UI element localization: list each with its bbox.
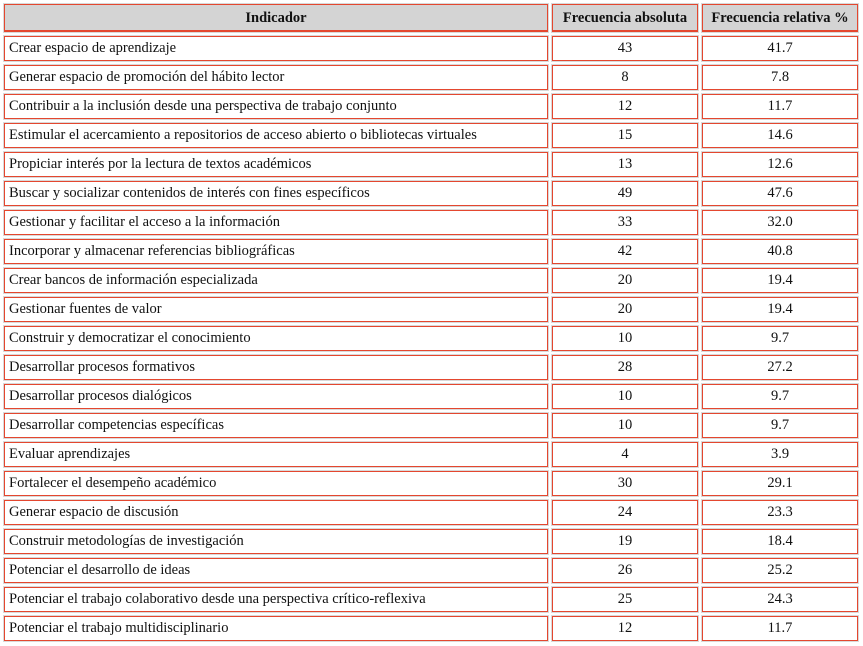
table-row: Gestionar y facilitar el acceso a la inf… — [3, 209, 859, 236]
value-cell: 10 — [551, 412, 699, 439]
value-cell: 33 — [551, 209, 699, 236]
value-cell: 9.7 — [701, 383, 859, 410]
indicator-cell: Incorporar y almacenar referencias bibli… — [3, 238, 549, 265]
table-row: Evaluar aprendizajes 4 3.9 — [3, 441, 859, 468]
header-cell: Indicador — [3, 3, 549, 33]
indicator-cell: Desarrollar competencias específicas — [3, 412, 549, 439]
indicator-cell: Evaluar aprendizajes — [3, 441, 549, 468]
indicator-cell: Potenciar el trabajo colaborativo desde … — [3, 586, 549, 613]
indicator-cell: Estimular el acercamiento a repositorios… — [3, 122, 549, 149]
indicator-cell: Potenciar el trabajo multidisciplinario — [3, 615, 549, 642]
table-row: Contribuir a la inclusión desde una pers… — [3, 93, 859, 120]
table-row: Desarrollar procesos dialógicos 10 9.7 — [3, 383, 859, 410]
value-cell: 15 — [551, 122, 699, 149]
indicator-cell: Propiciar interés por la lectura de text… — [3, 151, 549, 178]
indicator-cell: Desarrollar procesos formativos — [3, 354, 549, 381]
table-body: Crear espacio de aprendizaje 43 41.7 Genera… — [3, 35, 859, 642]
value-cell: 24.3 — [701, 586, 859, 613]
indicator-cell: Generar espacio de promoción del hábito … — [3, 64, 549, 91]
value-cell: 25.2 — [701, 557, 859, 584]
value-cell: 12 — [551, 615, 699, 642]
indicator-cell: Generar espacio de discusión — [3, 499, 549, 526]
table-row: Buscar y socializar contenidos de interé… — [3, 180, 859, 207]
value-cell: 30 — [551, 470, 699, 497]
value-cell: 11.7 — [701, 93, 859, 120]
value-cell: 7.8 — [701, 64, 859, 91]
value-cell: 19 — [551, 528, 699, 555]
value-cell: 10 — [551, 383, 699, 410]
value-cell: 23.3 — [701, 499, 859, 526]
value-cell: 19.4 — [701, 296, 859, 323]
indicator-cell: Crear bancos de información especializad… — [3, 267, 549, 294]
table-row: Potenciar el desarrollo de ideas 26 25.2 — [3, 557, 859, 584]
table-row: Gestionar fuentes de valor 20 19.4 — [3, 296, 859, 323]
value-cell: 27.2 — [701, 354, 859, 381]
value-cell: 3.9 — [701, 441, 859, 468]
value-cell: 11.7 — [701, 615, 859, 642]
table-row: Estimular el acercamiento a repositorios… — [3, 122, 859, 149]
table-row: Desarrollar competencias específicas 10 9.… — [3, 412, 859, 439]
value-cell: 14.6 — [701, 122, 859, 149]
indicator-cell: Crear espacio de aprendizaje — [3, 35, 549, 62]
value-cell: 12.6 — [701, 151, 859, 178]
table-row: Construir metodologías de investigación 1… — [3, 528, 859, 555]
value-cell: 26 — [551, 557, 699, 584]
value-cell: 12 — [551, 93, 699, 120]
value-cell: 28 — [551, 354, 699, 381]
value-cell: 29.1 — [701, 470, 859, 497]
table-row: Generar espacio de promoción del hábito … — [3, 64, 859, 91]
table-row: Crear bancos de información especializad… — [3, 267, 859, 294]
value-cell: 49 — [551, 180, 699, 207]
indicator-cell: Gestionar y facilitar el acceso a la inf… — [3, 209, 549, 236]
table-row: Potenciar el trabajo multidisciplinario 1… — [3, 615, 859, 642]
header-row: Indicador Frecuencia absoluta Frecuencia r… — [3, 3, 859, 33]
indicator-cell: Construir metodologías de investigación — [3, 528, 549, 555]
value-cell: 18.4 — [701, 528, 859, 555]
value-cell: 40.8 — [701, 238, 859, 265]
value-cell: 10 — [551, 325, 699, 352]
value-cell: 32.0 — [701, 209, 859, 236]
indicator-cell: Contribuir a la inclusión desde una pers… — [3, 93, 549, 120]
table-row: Generar espacio de discusión 24 23.3 — [3, 499, 859, 526]
table-row: Construir y democratizar el conocimiento… — [3, 325, 859, 352]
indicator-cell: Gestionar fuentes de valor — [3, 296, 549, 323]
value-cell: 43 — [551, 35, 699, 62]
value-cell: 41.7 — [701, 35, 859, 62]
indicator-cell: Fortalecer el desempeño académico — [3, 470, 549, 497]
indicator-cell: Desarrollar procesos dialógicos — [3, 383, 549, 410]
value-cell: 25 — [551, 586, 699, 613]
indicator-cell: Construir y democratizar el conocimiento — [3, 325, 549, 352]
value-cell: 9.7 — [701, 325, 859, 352]
header-cell: Frecuencia relativa % — [701, 3, 859, 33]
table-row: Fortalecer el desempeño académico 30 29.1 — [3, 470, 859, 497]
indicator-cell: Buscar y socializar contenidos de interé… — [3, 180, 549, 207]
value-cell: 8 — [551, 64, 699, 91]
value-cell: 9.7 — [701, 412, 859, 439]
value-cell: 13 — [551, 151, 699, 178]
table-row: Desarrollar procesos formativos 28 27.2 — [3, 354, 859, 381]
table-row: Potenciar el trabajo colaborativo desde … — [3, 586, 859, 613]
header-cell: Frecuencia absoluta — [551, 3, 699, 33]
value-cell: 20 — [551, 296, 699, 323]
value-cell: 4 — [551, 441, 699, 468]
value-cell: 19.4 — [701, 267, 859, 294]
value-cell: 20 — [551, 267, 699, 294]
value-cell: 47.6 — [701, 180, 859, 207]
table-row: Incorporar y almacenar referencias bibli… — [3, 238, 859, 265]
indicator-cell: Potenciar el desarrollo de ideas — [3, 557, 549, 584]
value-cell: 42 — [551, 238, 699, 265]
table-row: Crear espacio de aprendizaje 43 41.7 — [3, 35, 859, 62]
table-row: Propiciar interés por la lectura de text… — [3, 151, 859, 178]
value-cell: 24 — [551, 499, 699, 526]
